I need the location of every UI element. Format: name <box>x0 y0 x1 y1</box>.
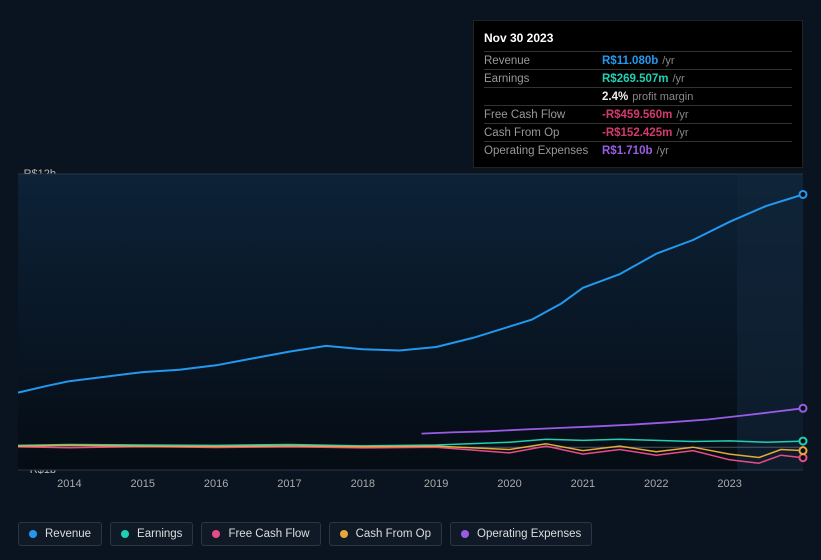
legend-label: Revenue <box>45 528 91 540</box>
legend-label: Free Cash Flow <box>228 528 309 540</box>
tooltip-row: RevenueR$11.080b/yr <box>484 51 792 69</box>
tooltip-row: Operating ExpensesR$1.710b/yr <box>484 141 792 159</box>
x-axis-tick: 2019 <box>424 478 448 490</box>
legend-color-dot <box>212 530 220 538</box>
x-axis-tick: 2022 <box>644 478 668 490</box>
x-axis-tick: 2015 <box>130 478 154 490</box>
tooltip-row: EarningsR$269.507m/yr <box>484 69 792 87</box>
legend-color-dot <box>29 530 37 538</box>
tooltip-row-value: -R$459.560m <box>602 109 672 121</box>
tooltip-date: Nov 30 2023 <box>484 27 792 51</box>
tooltip-row-suffix: profit margin <box>632 91 693 103</box>
tooltip-row-suffix: /yr <box>676 127 688 139</box>
x-axis-tick: 2017 <box>277 478 301 490</box>
tooltip-row-suffix: /yr <box>676 109 688 121</box>
tooltip-row-label: Cash From Op <box>484 127 602 139</box>
tooltip-row: Free Cash Flow-R$459.560m/yr <box>484 105 792 123</box>
legend-item-earnings[interactable]: Earnings <box>110 522 193 546</box>
legend-item-free-cash-flow[interactable]: Free Cash Flow <box>201 522 320 546</box>
chart-legend: Revenue Earnings Free Cash Flow Cash From O… <box>18 522 592 546</box>
tooltip-row: Cash From Op-R$152.425m/yr <box>484 123 792 141</box>
x-axis-labels: 2014 2015 2016 2017 2018 2019 2020 2021 2022 2023 <box>18 478 803 494</box>
legend-label: Cash From Op <box>356 528 431 540</box>
legend-color-dot <box>121 530 129 538</box>
x-axis-tick: 2020 <box>497 478 521 490</box>
tooltip-row-suffix: /yr <box>657 145 669 157</box>
tooltip-row: 2.4% profit margin <box>484 87 792 105</box>
tooltip-row-suffix: /yr <box>673 73 685 85</box>
tooltip-row-value: -R$152.425m <box>602 127 672 139</box>
x-axis-tick: 2018 <box>351 478 375 490</box>
legend-label: Earnings <box>137 528 182 540</box>
legend-item-operating-expenses[interactable]: Operating Expenses <box>450 522 592 546</box>
legend-item-cash-from-op[interactable]: Cash From Op <box>329 522 442 546</box>
legend-color-dot <box>461 530 469 538</box>
financials-chart: R$12bR$0-R$1b <box>18 160 803 490</box>
legend-color-dot <box>340 530 348 538</box>
tooltip-row-label: Revenue <box>484 55 602 67</box>
tooltip-row-value: 2.4% <box>602 91 628 103</box>
tooltip-row-label: Free Cash Flow <box>484 109 602 121</box>
tooltip-row-value: R$269.507m <box>602 73 669 85</box>
x-axis-tick: 2016 <box>204 478 228 490</box>
x-axis-tick: 2021 <box>571 478 595 490</box>
legend-label: Operating Expenses <box>477 528 581 540</box>
x-axis-tick: 2023 <box>717 478 741 490</box>
tooltip-row-label: Operating Expenses <box>484 145 602 157</box>
chart-plot-area[interactable] <box>18 174 803 470</box>
tooltip-row-label: Earnings <box>484 73 602 85</box>
tooltip-row-value: R$1.710b <box>602 145 653 157</box>
tooltip-row-value: R$11.080b <box>602 55 658 67</box>
legend-item-revenue[interactable]: Revenue <box>18 522 102 546</box>
x-axis-tick: 2014 <box>57 478 81 490</box>
data-tooltip: Nov 30 2023 RevenueR$11.080b/yrEarningsR… <box>473 20 803 168</box>
tooltip-row-suffix: /yr <box>662 55 674 67</box>
